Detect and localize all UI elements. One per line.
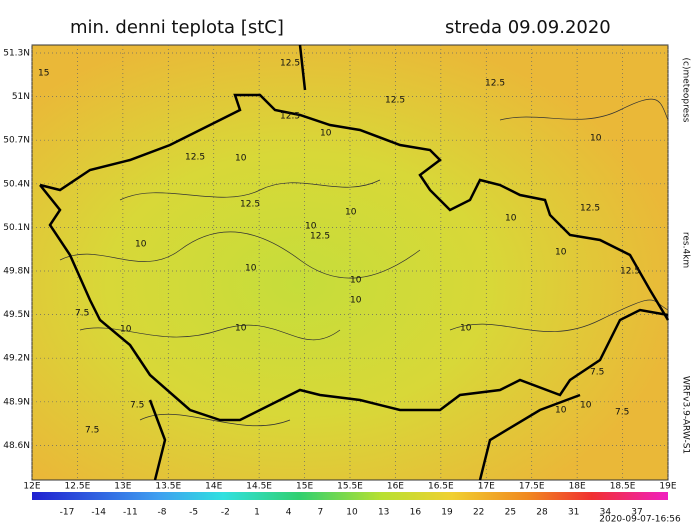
lat-label: 48.6N: [3, 441, 30, 451]
contour-label: 10: [235, 324, 247, 334]
colorbar-label: 28: [536, 508, 548, 518]
contour-label: 7.5: [75, 309, 89, 319]
contour-label: 10: [320, 129, 332, 139]
colorbar-label: 37: [631, 508, 642, 518]
lon-label: 17.5E: [519, 482, 545, 492]
borders: [39, 44, 670, 481]
lon-label: 12.5E: [65, 482, 91, 492]
colorbar-label: -17: [60, 508, 75, 518]
contour-label: 10: [350, 296, 362, 306]
model: WRFv3.9-ARW-S1: [681, 376, 691, 454]
axis-labels: 51.3N 51N 50.7N 50.4N 50.1N 49.8N 49.5N 49.2N 48…: [3, 49, 677, 492]
contour-label: 10: [345, 208, 357, 218]
contour-label: 10: [235, 154, 247, 164]
colorbar-label: -2: [221, 508, 230, 518]
lat-label: 48.9N: [3, 397, 30, 407]
colorbar-labels: -17 -14 -11 -8 -5 -2 1 4 7 10 13 16 19 22 25 28 31 34 37: [60, 508, 643, 518]
lon-label: 12E: [23, 482, 40, 492]
lon-label: 19E: [659, 482, 676, 492]
colorbar-label: 34: [600, 508, 612, 518]
colorbar-label: -5: [189, 508, 198, 518]
colorbar-label: -8: [158, 508, 167, 518]
map-title: min. denni teplota [stC]: [70, 17, 284, 38]
contour-label: 10: [555, 406, 567, 416]
lon-label: 13.5E: [155, 482, 181, 492]
contour-label: 12.5: [280, 59, 300, 69]
copyright: (c)meteopress: [681, 58, 691, 123]
lat-label: 50.4N: [3, 179, 30, 189]
contour-label: 7.5: [130, 401, 144, 411]
colorbar-label: 16: [410, 508, 422, 518]
contour-label: 12.5: [620, 267, 640, 277]
lon-label: 15E: [296, 482, 313, 492]
lon-label: 15.5E: [337, 482, 363, 492]
contour-label: 12.5: [580, 204, 600, 214]
lon-label: 14.5E: [246, 482, 272, 492]
colorbar-label: 22: [473, 508, 484, 518]
contour-label: 10: [350, 276, 362, 286]
contour-label: 10: [460, 324, 472, 334]
timestamp: 2020-09-07-16:56: [599, 515, 681, 525]
contour-label: 7.5: [615, 408, 629, 418]
lat-label: 51.3N: [3, 49, 30, 59]
lon-label: 16E: [387, 482, 404, 492]
contour-label: 7.5: [85, 426, 99, 436]
contour-label: 10: [580, 401, 592, 411]
contour-label: 10: [505, 214, 517, 224]
colorbar-label: 19: [441, 508, 453, 518]
colorbar-label: 10: [346, 508, 358, 518]
contour-label: 12.5: [185, 153, 205, 163]
contour-label: 10: [305, 222, 317, 232]
resolution: res.4km: [681, 232, 691, 268]
colorbar-label: 25: [505, 508, 516, 518]
contour-label: 12.5: [240, 200, 260, 210]
colorbar-label: 7: [317, 508, 323, 518]
lat-label: 51N: [12, 92, 30, 102]
lon-label: 13E: [114, 482, 131, 492]
contour-label: 10: [120, 325, 132, 335]
map-field: [31, 44, 669, 481]
lat-label: 49.5N: [3, 310, 30, 320]
lon-label: 18.5E: [610, 482, 636, 492]
lon-label: 14E: [205, 482, 222, 492]
contour-label: 10: [135, 240, 147, 250]
colorbar-label: -11: [123, 508, 138, 518]
lon-label: 17E: [478, 482, 495, 492]
lat-label: 49.8N: [3, 267, 30, 277]
contour-label: 10: [555, 248, 567, 258]
colorbar-label: -14: [91, 508, 106, 518]
contour-label: 12.5: [485, 79, 505, 89]
lat-label: 50.1N: [3, 223, 30, 233]
contour-label: 12.5: [280, 112, 300, 122]
colorbar-label: 1: [254, 508, 260, 518]
lon-label: 16.5E: [428, 482, 454, 492]
lat-label: 50.7N: [3, 136, 30, 146]
map-date: streda 09.09.2020: [445, 17, 611, 38]
lat-label: 49.2N: [3, 354, 30, 364]
colorbar-label: 31: [568, 508, 579, 518]
contour-label: 12.5: [385, 96, 405, 106]
colorbar-label: 4: [286, 508, 292, 518]
colorbar-label: 13: [378, 508, 389, 518]
lon-label: 18E: [569, 482, 586, 492]
contour-label: 7.5: [590, 368, 604, 378]
contour-label: 12.5: [310, 232, 330, 242]
colorbar: [32, 492, 668, 500]
contour-label: 10: [590, 134, 602, 144]
contour-label: 10: [245, 264, 257, 274]
contour-label: 15: [38, 69, 49, 79]
